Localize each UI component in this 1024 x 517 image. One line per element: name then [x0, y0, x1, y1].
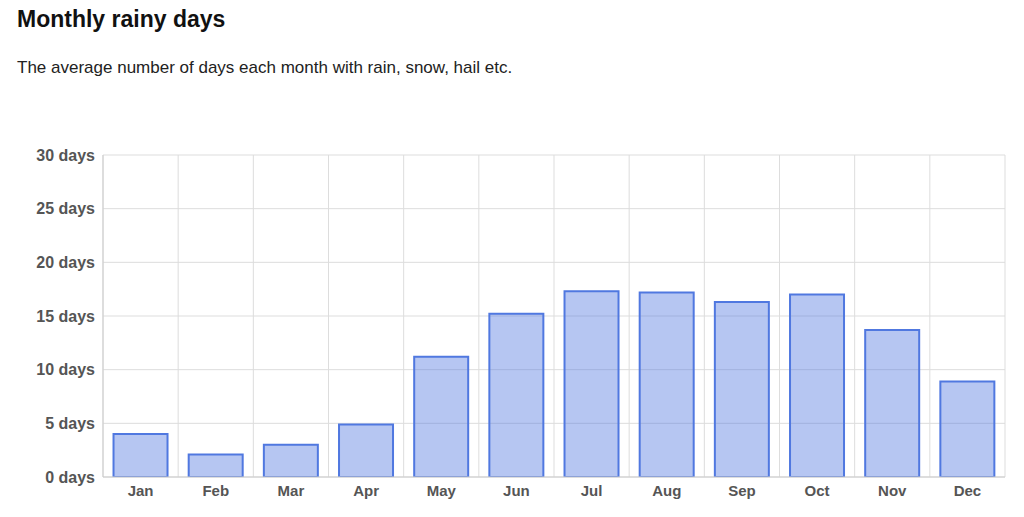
svg-text:Jun: Jun — [503, 482, 530, 499]
svg-text:Apr: Apr — [353, 482, 379, 499]
html-text:Monthly rainy days: Monthly rainy days — [17, 6, 226, 32]
svg-text:Mar: Mar — [278, 482, 305, 499]
svg-text:Feb: Feb — [202, 482, 229, 499]
svg-text:Dec: Dec — [954, 482, 982, 499]
svg-text:20 days: 20 days — [36, 254, 95, 271]
svg-text:0 days: 0 days — [45, 469, 95, 486]
html-text:The average number of days eac: The average number of days each month wi… — [17, 58, 513, 77]
svg-text:25 days: 25 days — [36, 200, 95, 217]
svg-text:30 days: 30 days — [36, 147, 95, 164]
svg-text:Jan: Jan — [128, 482, 154, 499]
svg-text:15 days: 15 days — [36, 308, 95, 325]
svg-text:5 days: 5 days — [45, 415, 95, 432]
svg-text:Sep: Sep — [728, 482, 756, 499]
svg-text:Aug: Aug — [652, 482, 681, 499]
svg-text:10 days: 10 days — [36, 361, 95, 378]
svg-text:Nov: Nov — [878, 482, 907, 499]
svg-text:Jul: Jul — [581, 482, 603, 499]
svg-text:May: May — [427, 482, 457, 499]
svg-text:Oct: Oct — [805, 482, 830, 499]
